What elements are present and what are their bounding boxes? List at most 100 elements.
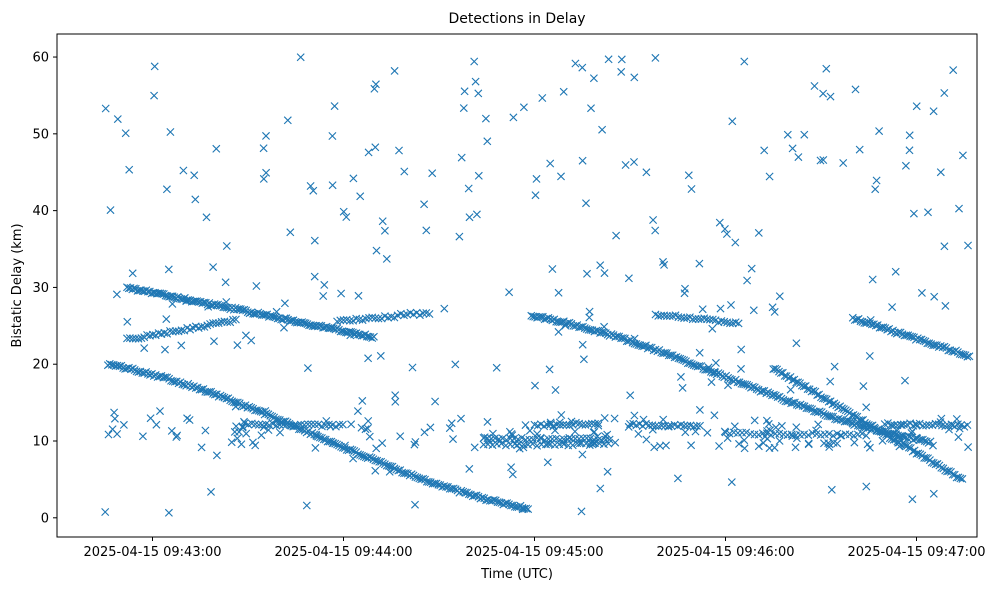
data-point xyxy=(559,440,568,449)
data-point xyxy=(240,305,249,314)
data-point xyxy=(353,407,362,416)
data-point xyxy=(349,174,358,183)
y-axis: 0 10 20 30 40 50 60 xyxy=(32,51,57,526)
data-point xyxy=(128,269,137,278)
data-point xyxy=(571,418,580,427)
data-point xyxy=(587,419,596,428)
data-point xyxy=(296,420,305,429)
data-point xyxy=(231,315,240,324)
data-point xyxy=(368,313,377,322)
data-point xyxy=(547,420,555,428)
data-point xyxy=(954,433,963,442)
data-point xyxy=(391,391,400,400)
data-point xyxy=(525,426,534,435)
data-point xyxy=(371,466,380,475)
data-point xyxy=(955,424,964,433)
data-point xyxy=(676,372,685,381)
data-point xyxy=(445,424,454,433)
data-point xyxy=(582,199,590,208)
data-point xyxy=(737,364,745,373)
data-point xyxy=(656,441,665,450)
data-point xyxy=(851,85,860,94)
data-point xyxy=(355,315,364,324)
data-point xyxy=(825,443,834,451)
data-point xyxy=(578,420,587,429)
data-point xyxy=(791,443,800,452)
data-point xyxy=(508,470,517,479)
data-point xyxy=(559,420,568,429)
data-point xyxy=(596,484,605,493)
data-point xyxy=(664,422,673,431)
data-point xyxy=(422,226,431,235)
data-point xyxy=(301,319,310,328)
data-point xyxy=(233,341,242,350)
data-point xyxy=(759,439,768,447)
data-point xyxy=(337,289,346,298)
data-point xyxy=(121,129,130,138)
data-point xyxy=(613,332,622,341)
data-point xyxy=(909,209,918,218)
data-point xyxy=(168,299,177,308)
data-point xyxy=(806,404,815,413)
data-point xyxy=(331,439,340,448)
data-point xyxy=(217,317,226,326)
data-point xyxy=(358,396,367,405)
data-point xyxy=(342,213,351,221)
data-point xyxy=(649,216,658,224)
data-point xyxy=(363,424,372,433)
data-point xyxy=(740,57,749,66)
data-point xyxy=(752,385,761,394)
data-point xyxy=(945,425,953,434)
data-point xyxy=(750,416,759,425)
data-point xyxy=(768,391,776,400)
data-point xyxy=(125,165,134,174)
data-point xyxy=(687,441,696,450)
data-point xyxy=(941,301,950,310)
data-point xyxy=(819,89,828,98)
data-point xyxy=(470,443,479,452)
data-point xyxy=(205,387,214,396)
data-point xyxy=(536,312,545,321)
data-point xyxy=(740,444,749,453)
data-point xyxy=(387,312,396,321)
data-point xyxy=(827,412,836,421)
data-point xyxy=(457,414,465,423)
data-point xyxy=(775,436,784,445)
data-point xyxy=(146,414,155,423)
data-point xyxy=(411,500,419,509)
data-point xyxy=(819,156,828,164)
data-point xyxy=(624,274,633,283)
data-point xyxy=(425,310,434,318)
data-point xyxy=(150,62,159,71)
data-point xyxy=(830,362,839,371)
data-point xyxy=(922,454,931,462)
data-point xyxy=(897,421,906,430)
data-point xyxy=(761,432,769,441)
data-point xyxy=(119,420,128,429)
data-point xyxy=(365,432,374,441)
data-point xyxy=(596,261,605,270)
x-tick-label: 2025-04-15 09:46:00 xyxy=(656,545,794,560)
data-point xyxy=(509,113,518,122)
data-point xyxy=(710,411,719,420)
data-point xyxy=(162,185,171,194)
data-point xyxy=(826,377,835,386)
data-point xyxy=(207,487,215,496)
data-point xyxy=(144,369,152,378)
data-point xyxy=(546,159,555,168)
chart-title: Detections in Delay xyxy=(448,11,585,27)
data-point xyxy=(815,407,824,416)
data-point xyxy=(929,341,938,350)
data-point xyxy=(378,439,387,448)
data-point xyxy=(878,436,887,445)
x-axis: 2025-04-15 09:43:00 2025-04-15 09:44:00 20… xyxy=(83,537,986,560)
data-point xyxy=(727,478,736,487)
data-point xyxy=(816,156,825,165)
data-point xyxy=(245,402,254,411)
data-point xyxy=(150,91,159,100)
data-point xyxy=(410,440,419,449)
data-point xyxy=(839,405,848,414)
data-point xyxy=(521,421,530,430)
data-point xyxy=(474,89,483,98)
data-point xyxy=(678,383,687,392)
